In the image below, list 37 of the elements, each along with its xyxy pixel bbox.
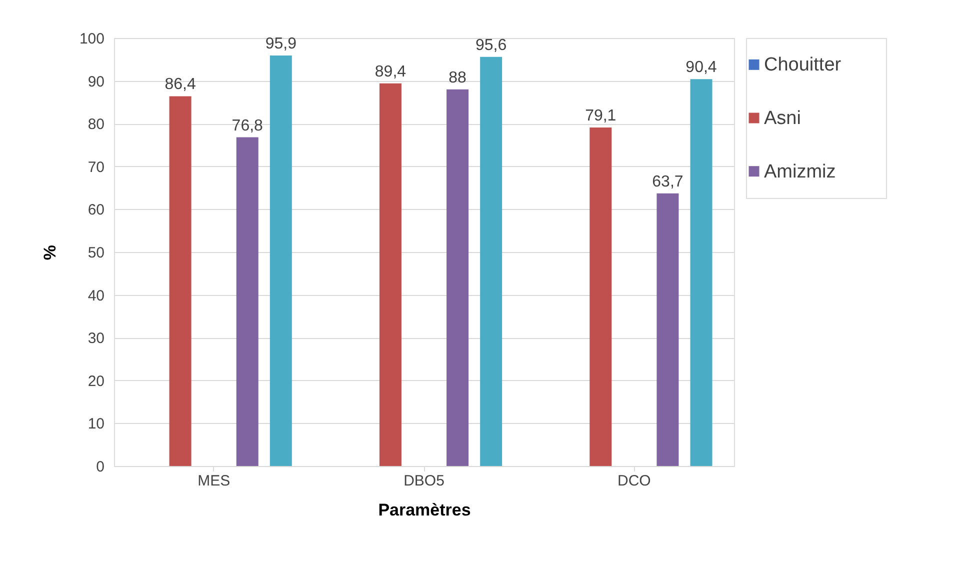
data-label: 90,4 [686, 59, 717, 76]
legend-label: Asni [764, 108, 801, 129]
y-tick-label: 10 [88, 416, 104, 433]
bar [480, 56, 502, 466]
data-label: 88 [448, 69, 467, 86]
bar [590, 127, 612, 466]
bar [690, 79, 712, 466]
y-tick-label: 40 [88, 287, 104, 304]
x-axis-title: Paramètres [378, 500, 471, 520]
bar [656, 193, 679, 466]
x-tick-label: DBO5 [404, 472, 444, 490]
data-label: 95,6 [476, 36, 507, 54]
data-label: 89,4 [374, 63, 406, 80]
y-tick-label: 20 [88, 372, 104, 390]
bar [379, 83, 402, 466]
y-tick-label: 50 [88, 244, 104, 262]
data-label: 63,7 [652, 173, 684, 190]
y-tick-label: 80 [88, 116, 104, 134]
y-tick-label: 60 [88, 202, 104, 219]
y-tick-label: 0 [96, 458, 104, 476]
legend-label: Amizmiz [764, 161, 836, 182]
data-label: 79,1 [585, 107, 616, 124]
bar [169, 96, 192, 466]
data-label: 76,8 [232, 117, 264, 134]
bar [236, 137, 258, 466]
x-tick-label: MES [198, 472, 230, 490]
y-tick-label: 100 [79, 30, 104, 48]
legend-label: Chouitter [764, 54, 842, 76]
y-tick-label: 30 [88, 330, 104, 348]
data-label: 95,9 [265, 36, 297, 53]
y-tick-label: 70 [88, 158, 104, 176]
bar [270, 56, 292, 466]
y-axis-title: % [40, 244, 60, 260]
data-label: 86,4 [164, 76, 196, 94]
bar [446, 89, 469, 466]
x-tick-label: DCO [618, 472, 651, 490]
y-tick-label: 90 [88, 73, 104, 90]
